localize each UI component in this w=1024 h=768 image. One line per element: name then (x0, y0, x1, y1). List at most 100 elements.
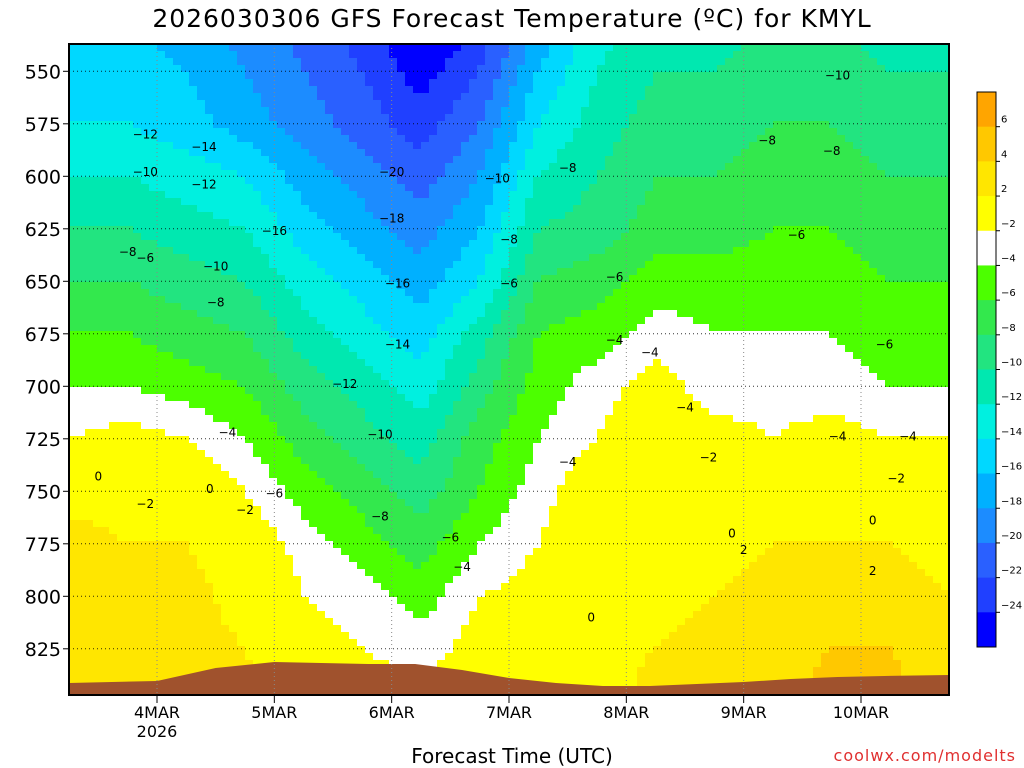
temp-cell (293, 114, 302, 122)
temp-cell (229, 226, 238, 234)
temp-cell (301, 639, 310, 647)
temp-cell (317, 65, 326, 73)
temp-cell (197, 562, 206, 570)
temp-cell (453, 142, 462, 150)
temp-cell (149, 450, 158, 458)
temp-cell (69, 205, 78, 213)
temp-cell (437, 135, 446, 143)
temp-cell (133, 198, 142, 206)
temp-cell (445, 464, 454, 472)
temp-cell (445, 93, 454, 101)
temp-cell (205, 604, 214, 612)
temp-cell (469, 51, 478, 59)
temp-cell (453, 268, 462, 276)
temp-cell (125, 569, 134, 577)
temp-cell (293, 226, 302, 234)
temp-cell (93, 191, 102, 199)
temp-cell (301, 401, 310, 409)
temp-cell (365, 149, 374, 157)
temp-cell (493, 401, 502, 409)
temp-cell (365, 527, 374, 535)
temp-cell (93, 583, 102, 591)
temp-cell (493, 289, 502, 297)
temp-cell (405, 541, 414, 549)
temp-cell (77, 639, 86, 647)
temp-cell (285, 303, 294, 311)
temp-cell (253, 86, 262, 94)
temp-cell (397, 555, 406, 563)
temp-cell (261, 653, 270, 661)
temp-cell (333, 135, 342, 143)
temp-cell (373, 163, 382, 171)
temp-cell (293, 373, 302, 381)
temp-cell (197, 576, 206, 584)
temp-cell (485, 177, 494, 185)
temp-cell (381, 611, 390, 619)
temp-cell (77, 422, 86, 430)
temp-cell (69, 422, 78, 430)
temp-cell (229, 310, 238, 318)
temp-cell (469, 198, 478, 206)
temp-cell (309, 639, 318, 647)
temp-cell (237, 583, 246, 591)
temp-cell (317, 128, 326, 136)
temp-cell (133, 205, 142, 213)
temp-cell (277, 485, 286, 493)
temp-cell (165, 205, 174, 213)
temp-cell (85, 485, 94, 493)
temp-cell (245, 156, 254, 164)
temp-cell (405, 443, 414, 451)
temp-cell (205, 527, 214, 535)
temp-cell (413, 576, 422, 584)
temp-cell (301, 247, 310, 255)
temp-cell (237, 86, 246, 94)
temp-cell (253, 205, 262, 213)
temp-cell (309, 72, 318, 80)
temp-cell (261, 107, 270, 115)
temp-cell (365, 611, 374, 619)
temp-cell (253, 576, 262, 584)
temp-cell (437, 233, 446, 241)
temp-cell (157, 149, 166, 157)
temp-cell (365, 226, 374, 234)
temp-cell (117, 107, 126, 115)
temp-cell (349, 247, 358, 255)
temp-cell (197, 373, 206, 381)
temp-cell (173, 345, 182, 353)
temp-cell (205, 107, 214, 115)
temp-cell (389, 149, 398, 157)
temp-cell (125, 415, 134, 423)
temp-cell (149, 597, 158, 605)
temp-cell (69, 282, 78, 290)
temp-cell (125, 618, 134, 626)
temp-cell (301, 156, 310, 164)
temp-cell (117, 303, 126, 311)
temp-cell (405, 338, 414, 346)
temp-cell (349, 128, 358, 136)
temp-cell (325, 506, 334, 514)
temp-cell (213, 401, 222, 409)
temp-cell (77, 464, 86, 472)
temp-cell (157, 198, 166, 206)
temp-cell (245, 93, 254, 101)
temp-cell (189, 128, 198, 136)
temp-cell (141, 639, 150, 647)
temp-cell (381, 506, 390, 514)
temp-cell (189, 387, 198, 395)
temp-cell (141, 107, 150, 115)
temp-cell (237, 205, 246, 213)
temp-cell (141, 128, 150, 136)
temp-cell (189, 44, 198, 52)
temp-cell (445, 310, 454, 318)
temp-cell (189, 611, 198, 619)
temp-cell (413, 345, 422, 353)
temp-cell (333, 520, 342, 528)
temp-cell (269, 429, 278, 437)
temp-cell (349, 58, 358, 66)
temp-cell (405, 359, 414, 367)
temp-cell (69, 611, 78, 619)
temp-cell (333, 58, 342, 66)
temp-cell (173, 667, 182, 675)
temp-cell (453, 569, 462, 577)
temp-cell (77, 527, 86, 535)
